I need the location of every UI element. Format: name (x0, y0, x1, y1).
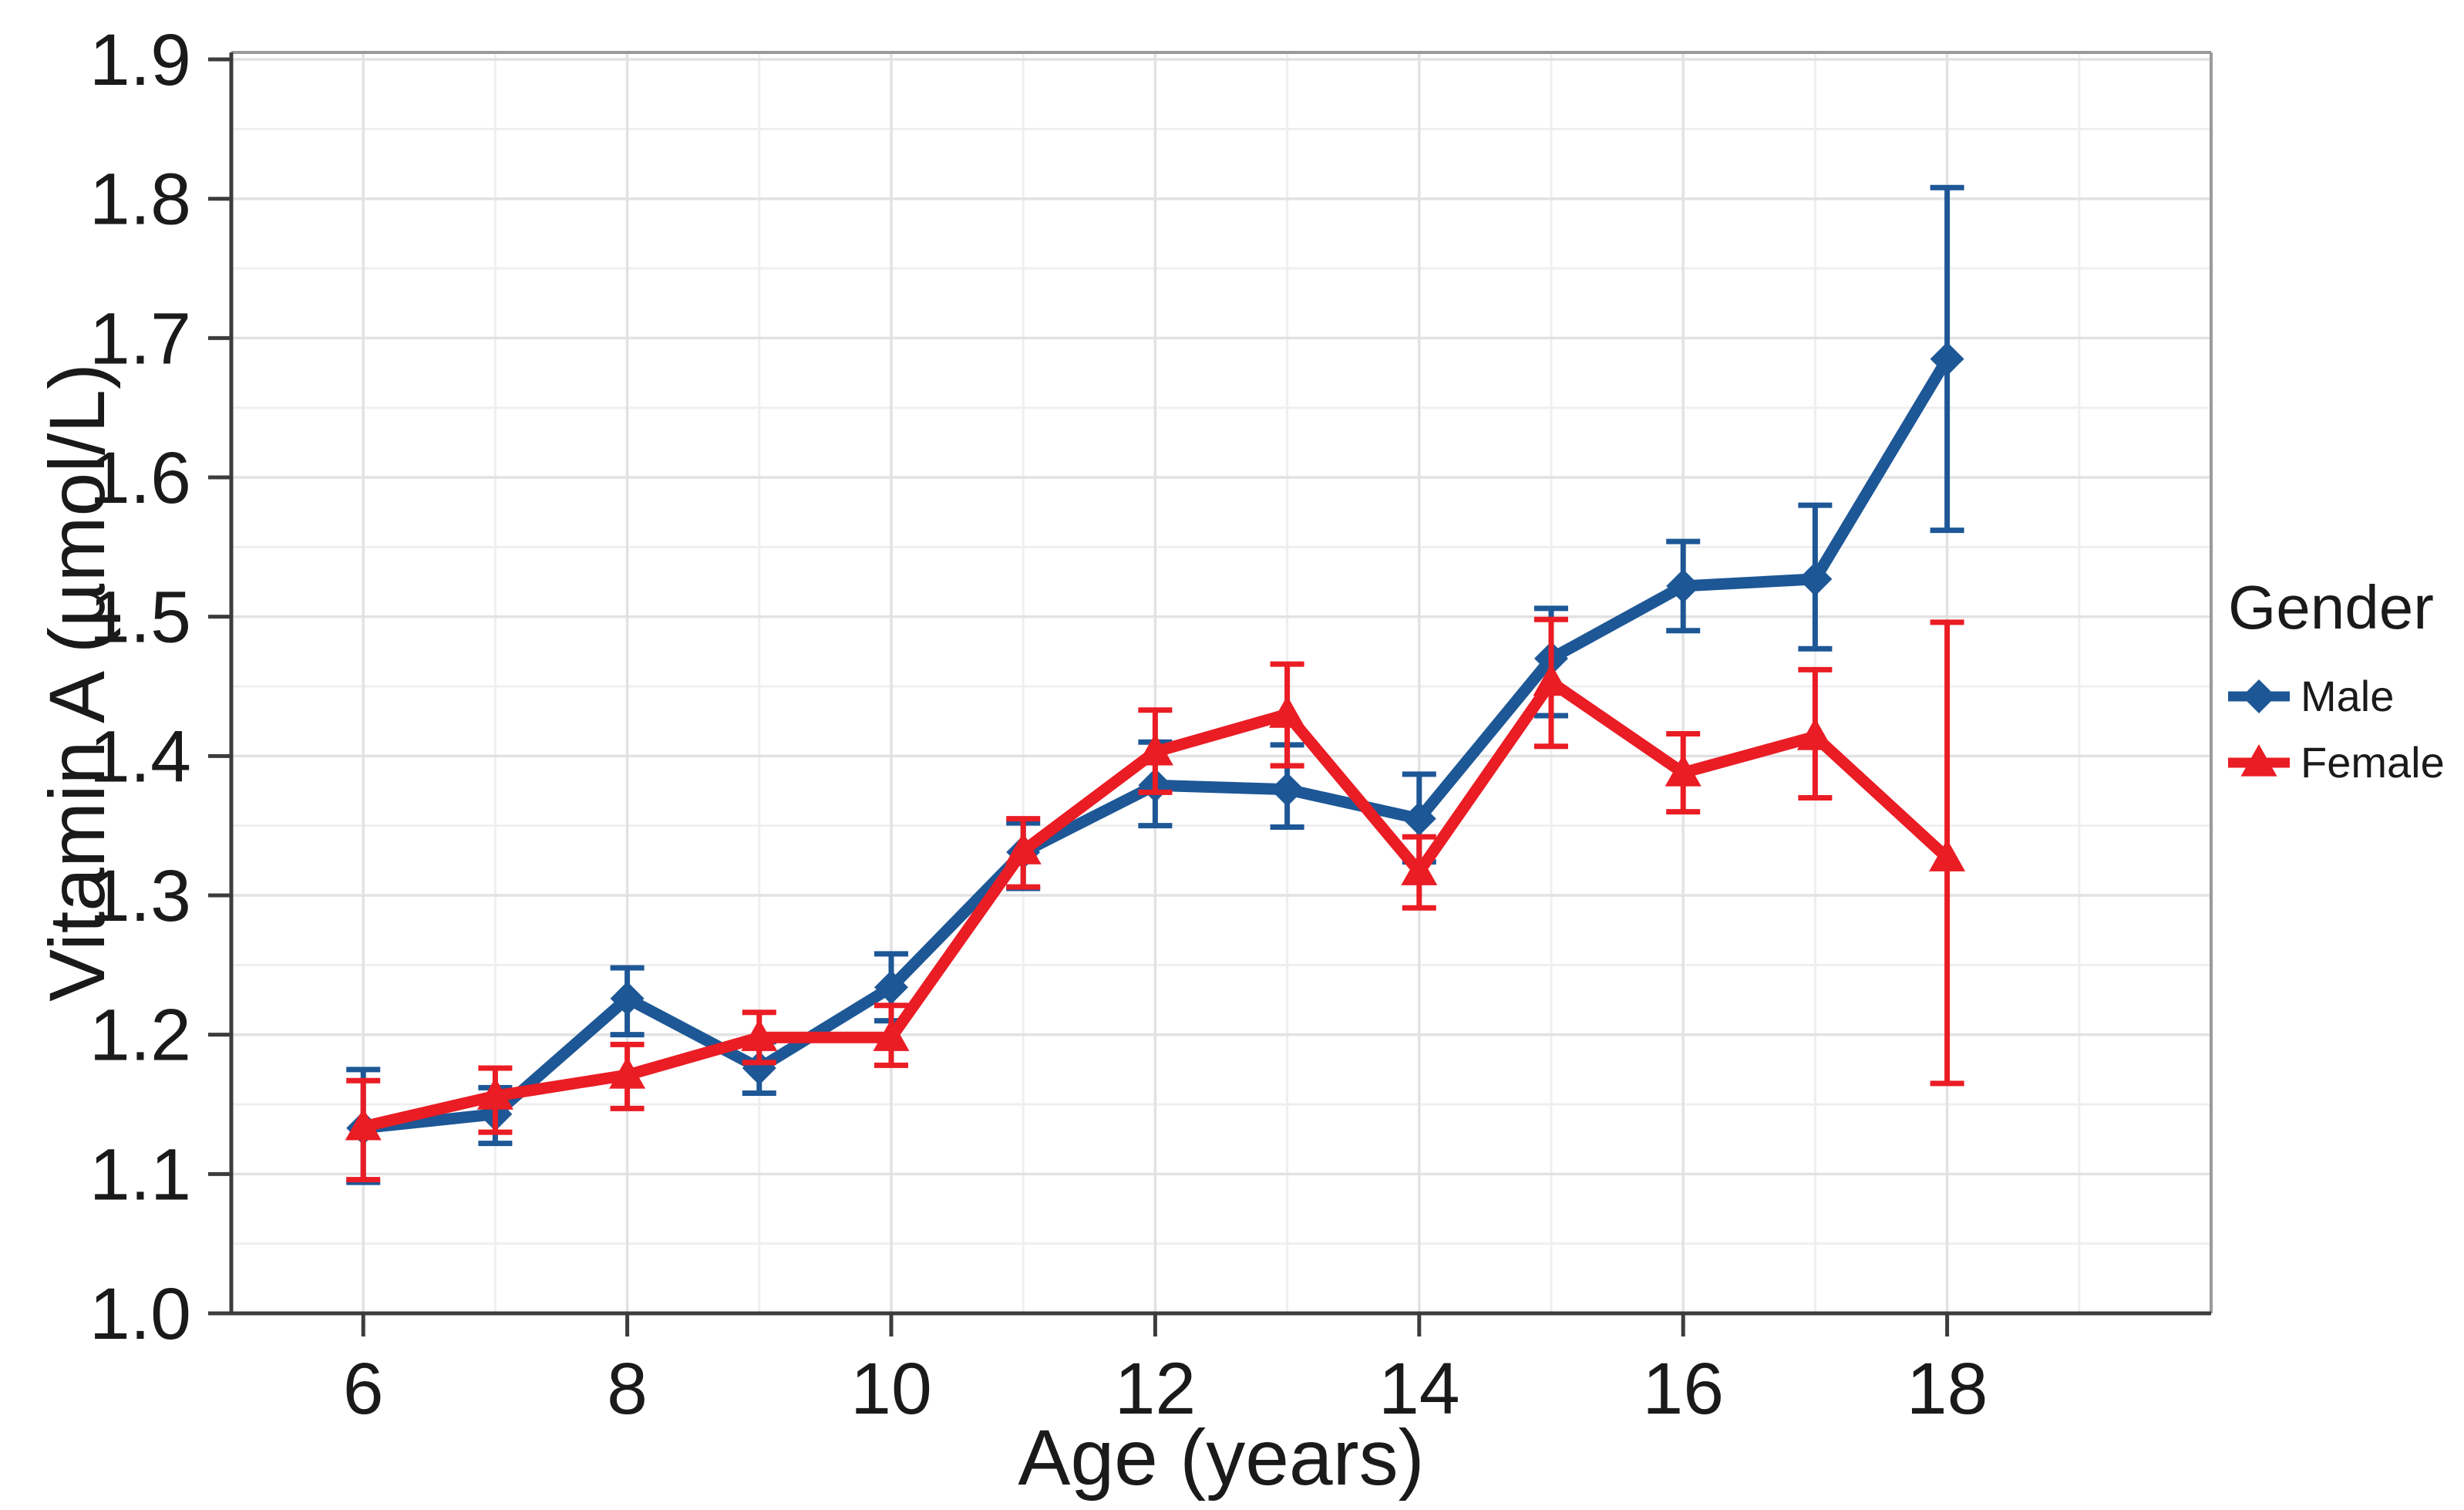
x-axis-tick-labels: 6 8 10 12 14 16 18 (343, 1348, 1988, 1430)
y-tick-label: 1.2 (89, 995, 191, 1077)
x-tick-label: 16 (1642, 1348, 1724, 1430)
legend-title: Gender (2228, 573, 2434, 642)
female-markers (345, 663, 1966, 1141)
male-data-point (1402, 801, 1436, 836)
female-data-point (1796, 718, 1833, 750)
y-tick-label: 1.4 (89, 716, 191, 797)
x-tick-label: 10 (850, 1348, 932, 1430)
y-tick-label: 1.5 (89, 577, 191, 659)
x-tick-label: 14 (1378, 1348, 1460, 1430)
male-data-point (1798, 561, 1833, 596)
y-axis-tick-labels: 1.0 1.1 1.2 1.3 1.4 1.5 1.6 1.7 1.8 1.9 (89, 19, 191, 1355)
x-axis-title: Age (years) (1018, 1414, 1424, 1502)
major-gridlines (231, 52, 2211, 1313)
y-tick-label: 1.9 (89, 19, 191, 101)
y-axis-ticks (208, 57, 231, 1316)
x-tick-label: 12 (1115, 1348, 1197, 1430)
female-data-point (1929, 839, 1966, 871)
x-tick-label: 8 (607, 1348, 648, 1430)
female-data-point (1269, 696, 1306, 728)
female-legend-key-icon (2228, 744, 2290, 777)
legend-item-male: Male (2228, 672, 2394, 720)
legend-item-female: Female (2228, 738, 2445, 787)
female-data-point (1665, 754, 1702, 787)
male-data-point (610, 981, 645, 1016)
y-tick-label: 1.0 (89, 1273, 191, 1355)
legend-item-female-label: Female (2301, 738, 2445, 787)
female-data-point (741, 1019, 778, 1051)
panel-border (231, 51, 2213, 1313)
female-data-point (476, 1077, 513, 1110)
x-tick-label: 18 (1907, 1348, 1988, 1430)
axis-lines (229, 52, 2211, 1316)
female-data-point (1401, 853, 1438, 885)
y-tick-label: 1.7 (89, 298, 191, 379)
y-tick-label: 1.3 (89, 855, 191, 937)
male-legend-key-icon (2228, 679, 2290, 713)
male-data-point (1930, 342, 1964, 376)
x-tick-label: 6 (343, 1348, 384, 1430)
female-data-point (1136, 733, 1173, 766)
y-tick-label: 1.6 (89, 437, 191, 519)
female-data-point (873, 1019, 910, 1051)
x-axis-ticks (361, 1313, 1950, 1336)
female-data-point (1005, 832, 1042, 865)
legend-item-male-label: Male (2301, 672, 2394, 720)
female-data-point (1533, 663, 1570, 696)
female-data-point (609, 1057, 646, 1089)
y-tick-label: 1.8 (89, 159, 191, 241)
y-tick-label: 1.1 (89, 1134, 191, 1215)
minor-gridlines (231, 52, 2211, 1313)
male-data-point (874, 970, 908, 1005)
y-axis-title: Vitamin A (µmol/L) (33, 363, 121, 1002)
male-data-point (742, 1051, 776, 1086)
male-legend-marker (2242, 679, 2276, 713)
female-legend-marker (2240, 744, 2277, 777)
female-data-point (345, 1107, 382, 1141)
legend: Gender Male Female (2228, 573, 2445, 787)
male-data-point (1666, 568, 1701, 603)
male-data-point (1270, 772, 1304, 807)
